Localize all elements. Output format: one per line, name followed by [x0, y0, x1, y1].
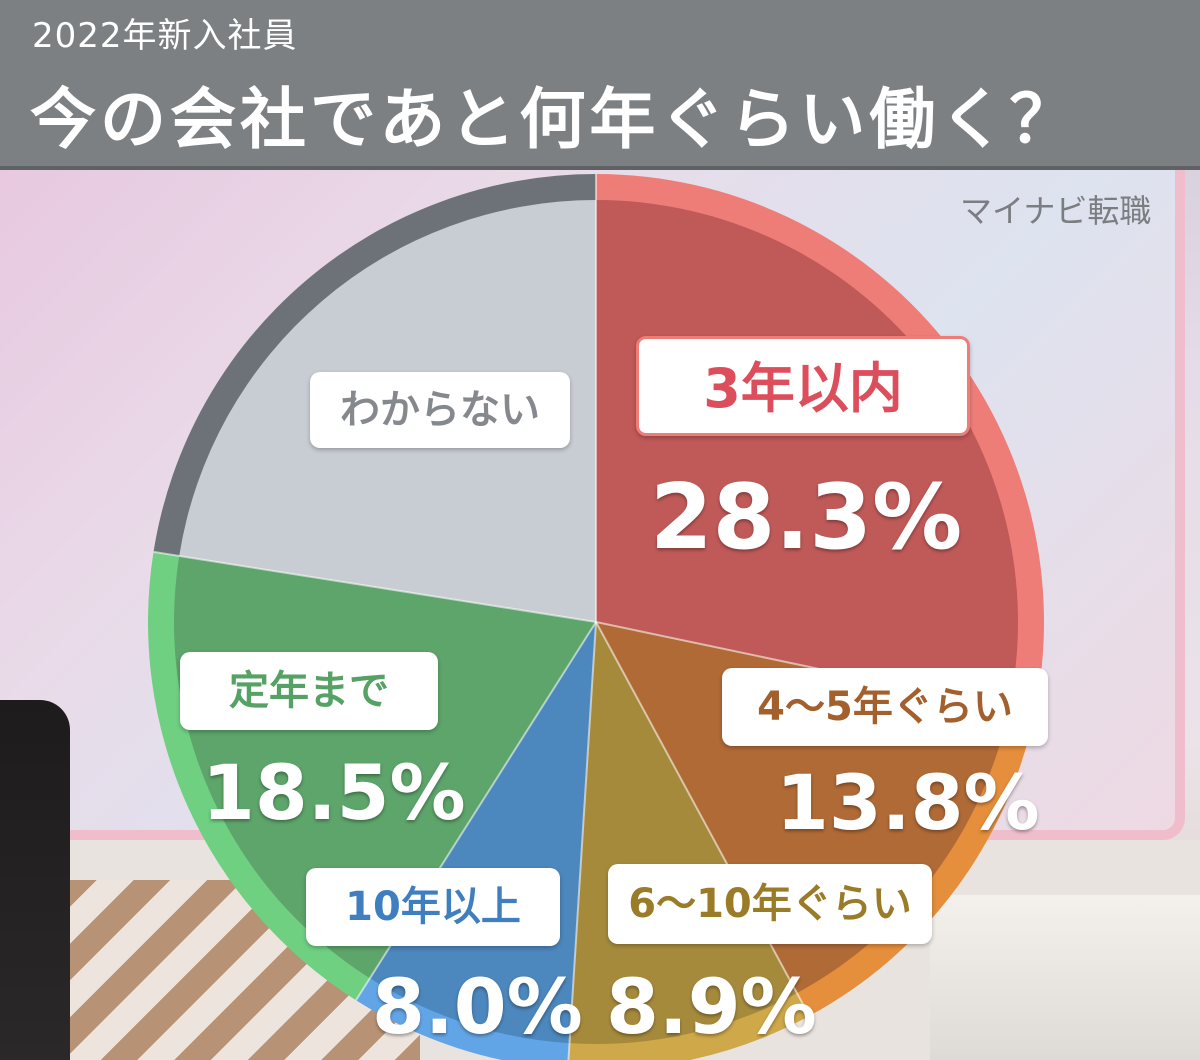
slice-label-4-5yr: 4～5年ぐらい	[722, 668, 1048, 746]
slice-divider	[595, 621, 811, 1017]
chart-subtitle: 2022年新入社員	[32, 16, 298, 56]
slice-value-6-10yr: 8.9%	[606, 962, 817, 1051]
slice-divider	[567, 621, 597, 1060]
slice-divider	[153, 550, 597, 623]
slice-value-10yr-plus: 8.0%	[372, 962, 583, 1051]
slice-value-4-5yr: 13.8%	[776, 758, 1040, 847]
pie-slice-3yr	[596, 200, 1018, 709]
slice-value-retirement: 18.5%	[202, 748, 466, 837]
title-banner: 2022年新入社員 今の会社であと何年ぐらい働く？	[0, 0, 1200, 170]
slice-label-retirement: 定年まで	[180, 652, 438, 730]
chart-title: 今の会社であと何年ぐらい働く？	[30, 81, 1080, 158]
slice-label-unknown: わからない	[310, 372, 570, 448]
presenter-silhouette	[0, 700, 70, 1060]
slice-label-6-10yr: 6～10年ぐらい	[608, 864, 932, 944]
studio-desk	[930, 895, 1200, 1060]
slice-label-3yr: 3年以内	[636, 336, 970, 436]
source-credit: マイナビ転職	[960, 192, 1152, 230]
slice-label-10yr-plus: 10年以上	[306, 868, 560, 946]
slice-value-3yr: 28.3%	[650, 465, 963, 570]
